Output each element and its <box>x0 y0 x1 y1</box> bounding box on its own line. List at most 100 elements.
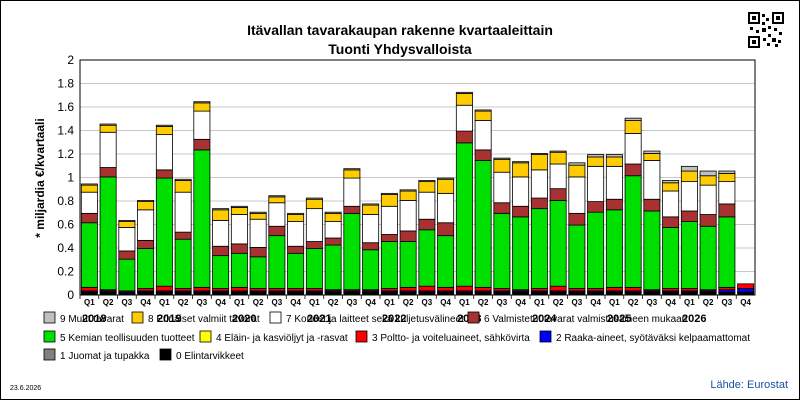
bar-segment <box>155 134 173 171</box>
grid-lines <box>80 83 755 272</box>
x-tick-label: Q3 <box>422 298 433 307</box>
y-axis-ticks: 0 0.2 0.4 0.6 0.8 1 1.2 1.4 1.6 1.8 2 <box>57 53 74 302</box>
x-tick-label: Q1 <box>234 298 245 307</box>
bar-segment <box>380 241 398 289</box>
x-tick-label: Q3 <box>497 298 508 307</box>
bar-segment <box>530 169 548 199</box>
bar-segment <box>99 124 117 133</box>
bar-segment <box>99 123 117 126</box>
x-tick-label: Q4 <box>665 298 676 307</box>
year-label: 2019 <box>157 313 181 325</box>
x-tick-label: Q2 <box>478 298 489 307</box>
x-tick-label: Q4 <box>140 298 151 307</box>
bar-segment <box>549 163 567 190</box>
bar-segment <box>605 209 623 288</box>
x-axis-ticks: Q1 Q2 Q3 Q4 Q1 Q2 Q3 Q4 Q1 Q2 Q3 Q4 Q1 Q2 Q3 Q4 Q1 Q2 Q3 Q4… <box>79 295 752 325</box>
bar-segment <box>718 181 736 205</box>
legend-swatch <box>355 330 368 343</box>
bar-segment <box>455 142 473 287</box>
legend-swatch <box>467 311 480 324</box>
bar-segment <box>587 154 605 158</box>
bar-segment <box>568 162 586 166</box>
y-tick-label: 1.4 <box>57 124 74 138</box>
x-tick-label: Q2 <box>253 298 264 307</box>
bar-segment <box>287 212 305 215</box>
bar-segment <box>437 178 455 194</box>
bar-segment <box>455 104 473 132</box>
x-tick-label: Q2 <box>403 298 414 307</box>
bar-segment <box>474 149 492 161</box>
bar-segment <box>268 225 286 237</box>
bar-segment <box>362 249 380 291</box>
bar-segment <box>680 170 698 183</box>
bar-segment <box>662 182 680 192</box>
legend-swatch <box>269 311 282 324</box>
qr-code-icon <box>748 12 784 48</box>
bar-segment <box>155 125 173 136</box>
bar-segment <box>155 169 173 179</box>
bar-segment <box>230 286 248 292</box>
bar-segment <box>605 286 623 292</box>
bar-segment <box>437 177 455 180</box>
bar-segment <box>512 161 530 164</box>
x-tick-label: Q3 <box>647 298 658 307</box>
bar-segment <box>549 200 567 287</box>
bar-segment <box>249 247 267 258</box>
legend-label: 2 Raaka-aineet, syötäväksi kelpaamattoma… <box>556 333 750 344</box>
bar-segment <box>137 201 155 211</box>
year-label: 2018 <box>82 313 106 325</box>
bar-segment <box>193 138 211 151</box>
x-tick-label: Q4 <box>365 298 376 307</box>
bar-segment <box>455 285 473 292</box>
x-tick-label: Q4 <box>590 298 601 307</box>
bar-segment <box>268 196 286 204</box>
bar-segment <box>530 153 548 155</box>
bar-segment <box>230 207 248 215</box>
bar-segment <box>643 210 661 291</box>
bar-segment <box>343 177 361 207</box>
legend-label: 9 Muut tavarat <box>60 314 124 325</box>
y-tick-label: 0.4 <box>57 241 74 255</box>
bar-segment <box>362 204 380 215</box>
bar-segment <box>212 245 230 257</box>
bar-segment <box>587 201 605 213</box>
bar-segment <box>324 221 342 239</box>
legend-swatch <box>43 348 56 361</box>
bar-segment <box>605 165 623 200</box>
bar-segment <box>605 198 623 211</box>
bar-segment <box>680 210 698 222</box>
y-tick-label: 1.2 <box>57 147 74 161</box>
legend-swatch <box>131 311 144 324</box>
bar-segment <box>193 286 211 292</box>
bar-segment <box>118 250 136 260</box>
bar-segment <box>249 212 267 220</box>
bar-segment <box>324 237 342 246</box>
x-tick-label: Q3 <box>122 298 133 307</box>
bar-segment <box>174 180 192 193</box>
bar-segment <box>474 286 492 292</box>
bar-segment <box>249 256 267 289</box>
x-tick-label: Q3 <box>572 298 583 307</box>
bar-segment <box>230 214 248 245</box>
bar-segment <box>324 211 342 214</box>
bar-segment <box>174 191 192 233</box>
chart-title: Itävallan tavarakaupan rakenne kvartaale… <box>247 22 553 38</box>
bar-segment <box>643 160 661 200</box>
x-tick-label: Q3 <box>722 298 733 307</box>
bar-segment <box>474 120 492 151</box>
bar-segment <box>418 191 436 220</box>
bar-segment <box>624 163 642 177</box>
legend-label: 3 Poltto- ja voiteluaineet, sähkövirta <box>372 333 530 344</box>
bar-segment <box>287 245 305 254</box>
year-label: 2024 <box>532 313 557 325</box>
bar-segment <box>737 288 755 293</box>
x-tick-label: Q4 <box>740 298 751 307</box>
bar-segment <box>474 160 492 288</box>
bar-segment <box>493 212 511 289</box>
bar-segment <box>568 212 586 226</box>
bar-segment <box>287 221 305 247</box>
bar-segment <box>624 133 642 165</box>
bar-segment <box>549 150 567 153</box>
x-tick-label: Q1 <box>684 298 695 307</box>
x-tick-label: Q1 <box>459 298 470 307</box>
